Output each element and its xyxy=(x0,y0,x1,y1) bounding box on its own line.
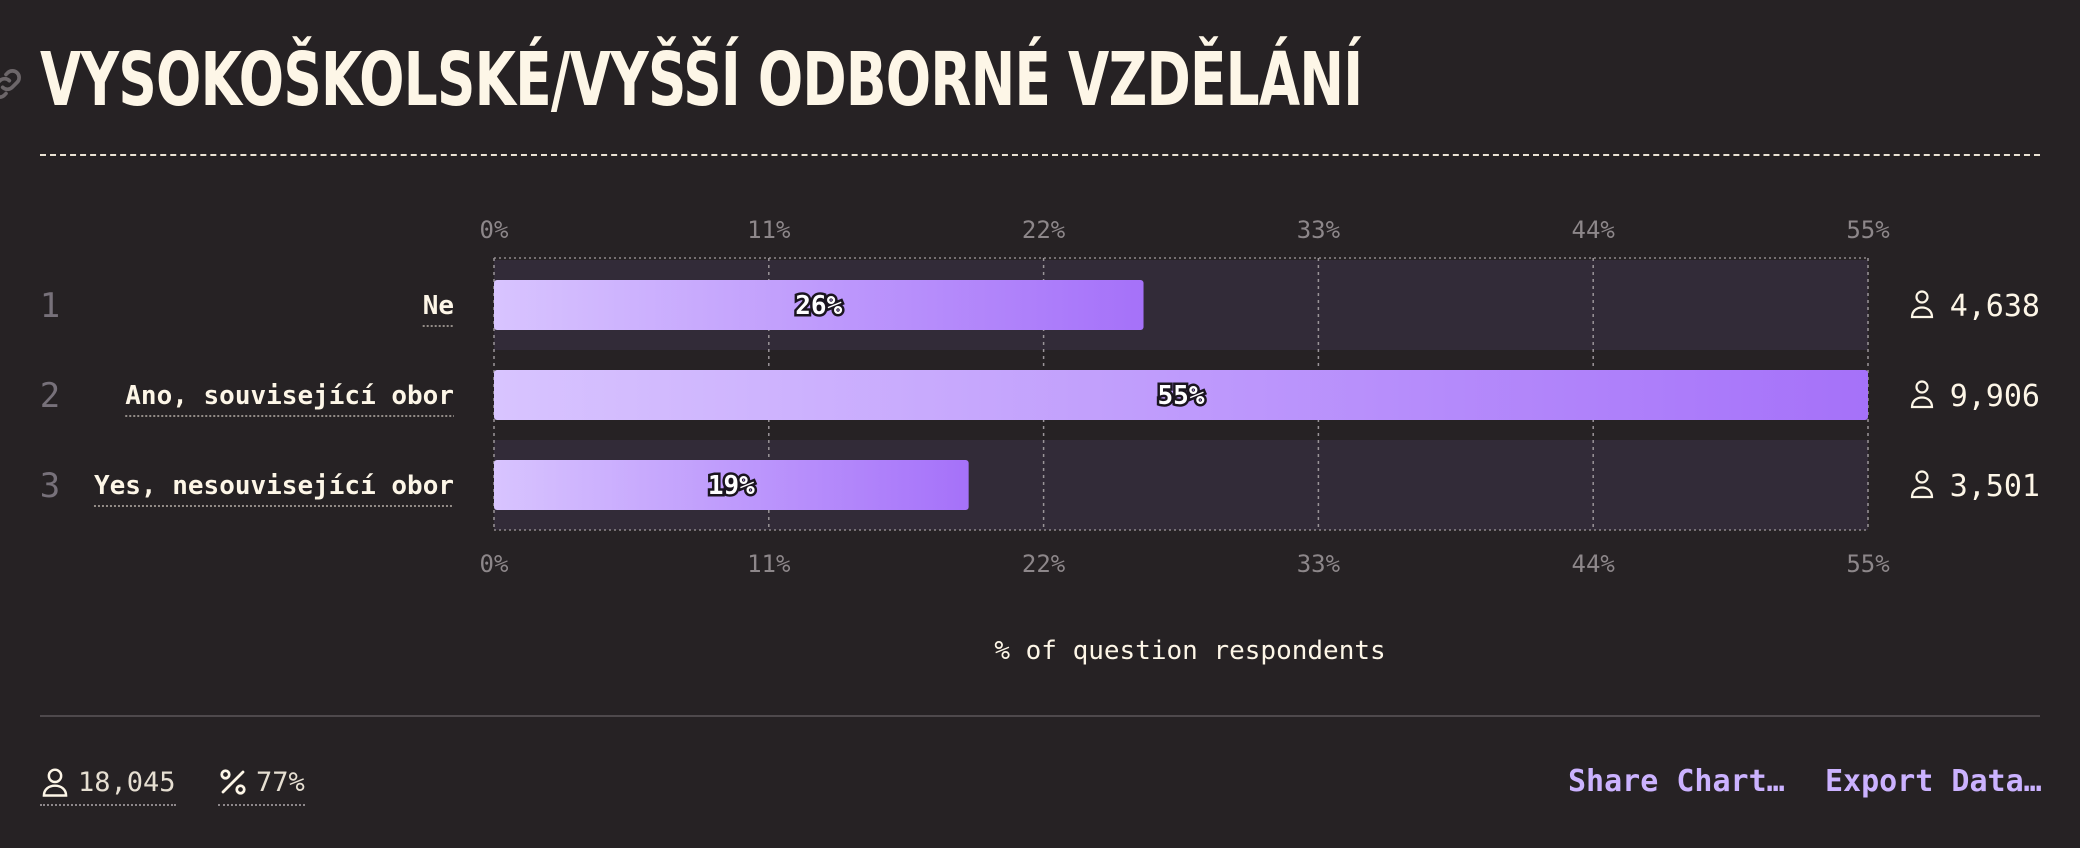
category-label[interactable]: Ne xyxy=(423,291,454,321)
bar-value-label: 19% xyxy=(708,471,755,501)
tick-label-top: 22% xyxy=(1022,216,1066,244)
tick-label-top: 44% xyxy=(1572,216,1616,244)
footer-divider xyxy=(40,715,2040,717)
person-icon xyxy=(42,768,68,797)
share-chart-button[interactable]: Share Chart… xyxy=(1568,764,1785,799)
bars: 26% 55% 19% xyxy=(494,280,1868,510)
row-bands xyxy=(494,260,1868,530)
tick-label-top: 55% xyxy=(1846,216,1890,244)
row-rank: 3 xyxy=(40,466,60,506)
percent-icon xyxy=(220,769,246,795)
title-divider xyxy=(40,154,2040,156)
respondents-count: 18,045 xyxy=(78,766,176,798)
tick-label-bottom: 0% xyxy=(480,550,509,578)
respondents-stat[interactable]: 18,045 xyxy=(40,762,176,806)
row-rank: 1 xyxy=(40,286,60,326)
tick-label-bottom: 11% xyxy=(747,550,791,578)
bar-value-label: 55% xyxy=(1158,381,1205,411)
category-label[interactable]: Ano, související obor xyxy=(125,381,454,411)
bar[interactable] xyxy=(494,280,1144,330)
page-title: VYSOKOŠKOLSKÉ/VYŠŠÍ ODBORNÉ VZDĚLÁNÍ xyxy=(40,37,1363,123)
tick-label-bottom: 55% xyxy=(1846,550,1890,578)
tick-labels: 0% 0% 11% 11% 22% 22% 33% 33% 44% 44% 55% 55% xyxy=(480,216,1891,578)
tick-label-top: 0% xyxy=(480,216,509,244)
respondent-count: 3,501 xyxy=(1950,469,2040,504)
bar[interactable] xyxy=(494,370,1868,420)
tick-label-bottom: 33% xyxy=(1297,550,1341,578)
tick-label-top: 33% xyxy=(1297,216,1341,244)
person-icon xyxy=(1910,470,1934,499)
respondent-count: 4,638 xyxy=(1950,289,2040,324)
bar[interactable] xyxy=(494,460,969,510)
percent-value: 77% xyxy=(256,766,305,798)
person-icon xyxy=(1910,290,1934,319)
row-rank: 2 xyxy=(40,376,60,416)
respondent-count: 9,906 xyxy=(1950,379,2040,414)
bar-chart: 26% 55% 19% 0% 0% 11% 11% 22% 22% 33% 33% 44% 44% 55… xyxy=(40,216,2040,578)
row-labels: 1 Ne 4,638 2 Ano, související obor 9,906 3 Yes,… xyxy=(40,286,2040,507)
x-axis-title: % of question respondents xyxy=(994,636,1386,666)
percent-stat[interactable]: 77% xyxy=(218,762,305,806)
tick-label-bottom: 44% xyxy=(1572,550,1616,578)
tick-label-bottom: 22% xyxy=(1022,550,1066,578)
person-icon xyxy=(1910,380,1934,409)
category-label[interactable]: Yes, nesouvisející obor xyxy=(94,471,454,501)
link-icon[interactable] xyxy=(0,64,26,104)
bar-value-label: 26% xyxy=(795,291,842,321)
tick-label-top: 11% xyxy=(747,216,791,244)
export-data-button[interactable]: Export Data… xyxy=(1825,764,2042,799)
